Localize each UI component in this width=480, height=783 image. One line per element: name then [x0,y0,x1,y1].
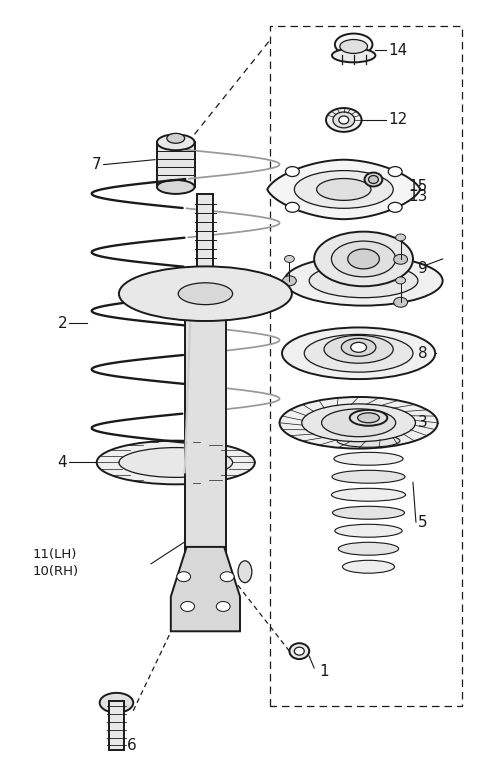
Ellipse shape [216,601,230,612]
Ellipse shape [294,648,304,655]
Ellipse shape [322,409,396,437]
Ellipse shape [286,202,300,212]
Ellipse shape [180,601,194,612]
Ellipse shape [341,338,376,356]
Ellipse shape [302,404,416,442]
Text: 14: 14 [388,43,408,58]
Text: 2: 2 [58,316,67,331]
Polygon shape [267,160,420,219]
Text: 4: 4 [58,455,67,470]
Ellipse shape [119,448,233,478]
Text: 6: 6 [126,738,136,753]
Ellipse shape [294,171,393,208]
Ellipse shape [339,116,349,124]
Text: 5: 5 [418,514,428,529]
Ellipse shape [100,693,133,713]
Ellipse shape [167,133,185,143]
Ellipse shape [335,525,402,537]
Ellipse shape [279,397,438,449]
Polygon shape [171,547,240,631]
Ellipse shape [326,108,361,132]
Ellipse shape [341,417,396,429]
Ellipse shape [348,249,379,269]
Ellipse shape [283,276,296,286]
Ellipse shape [157,180,194,194]
Ellipse shape [333,507,405,519]
Ellipse shape [394,298,408,307]
Ellipse shape [396,277,406,284]
Ellipse shape [324,335,393,363]
Text: 13: 13 [408,189,427,204]
Ellipse shape [178,283,233,305]
Ellipse shape [335,34,372,56]
Ellipse shape [285,255,294,262]
Ellipse shape [238,561,252,583]
Text: 12: 12 [388,113,408,128]
Ellipse shape [282,327,435,379]
Ellipse shape [332,49,375,63]
Text: 1: 1 [319,663,329,679]
Ellipse shape [220,572,234,582]
Text: 10(RH): 10(RH) [33,565,79,578]
Ellipse shape [309,264,418,298]
Text: 7: 7 [92,157,102,172]
Ellipse shape [289,643,309,659]
Ellipse shape [314,232,413,287]
Ellipse shape [369,175,378,183]
Text: 9: 9 [418,262,428,276]
Ellipse shape [317,179,371,200]
Text: 11(LH): 11(LH) [33,548,77,561]
Text: 8: 8 [418,346,428,361]
Text: 15: 15 [408,179,427,194]
Ellipse shape [388,167,402,176]
Ellipse shape [394,254,408,264]
Ellipse shape [388,202,402,212]
FancyBboxPatch shape [185,294,226,552]
Ellipse shape [340,39,368,53]
Text: 3: 3 [418,415,428,431]
Ellipse shape [396,234,406,241]
Ellipse shape [342,561,395,573]
FancyBboxPatch shape [197,194,213,294]
Ellipse shape [119,266,292,321]
Ellipse shape [157,135,194,150]
Ellipse shape [358,413,379,423]
FancyBboxPatch shape [157,143,194,187]
Ellipse shape [286,167,300,176]
Ellipse shape [304,334,413,372]
Ellipse shape [332,471,405,483]
Ellipse shape [338,543,399,555]
Ellipse shape [333,112,355,128]
Ellipse shape [334,453,403,465]
Ellipse shape [364,172,383,186]
Ellipse shape [96,441,255,485]
Ellipse shape [331,241,396,277]
Ellipse shape [350,410,387,426]
Ellipse shape [337,435,400,447]
Ellipse shape [332,489,406,501]
FancyBboxPatch shape [108,701,124,750]
Ellipse shape [177,572,191,582]
Ellipse shape [285,256,443,305]
Ellipse shape [351,342,367,352]
